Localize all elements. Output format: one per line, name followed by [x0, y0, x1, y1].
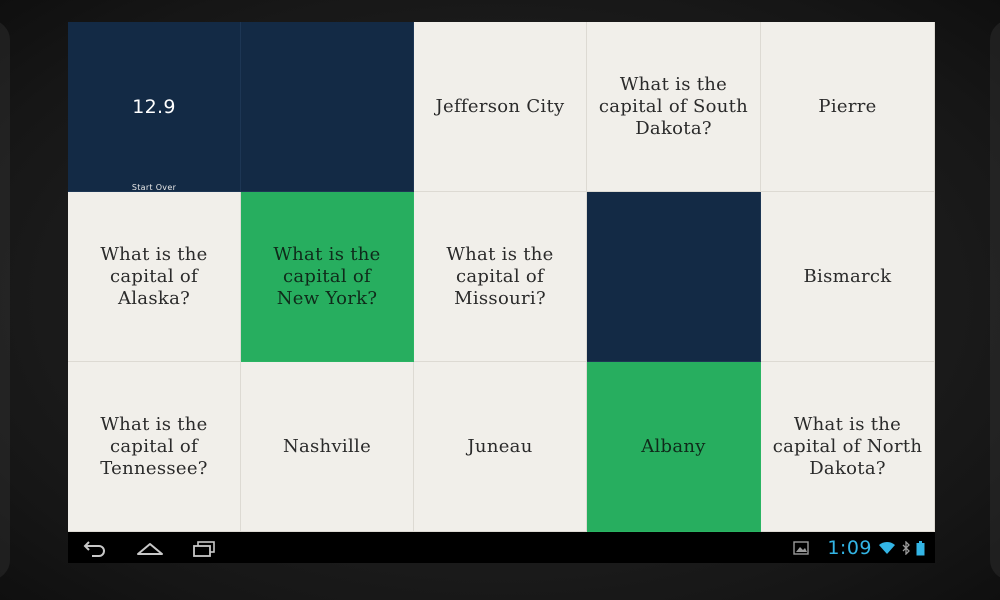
bezel-edge-left	[0, 20, 10, 580]
bezel-edge-right	[990, 20, 1000, 580]
tile-answer-bismarck[interactable]: Bismarck	[761, 192, 935, 362]
tile-question-south-dakota[interactable]: What is the capital of South Dakota?	[587, 22, 761, 192]
bluetooth-icon	[902, 541, 910, 555]
quiz-grid: 12.9 Start Over Jefferson City What is t…	[68, 22, 935, 532]
tile-question-missouri[interactable]: What is the capital of Missouri?	[414, 192, 587, 362]
wifi-icon	[879, 541, 895, 554]
tile-label: Juneau	[467, 435, 533, 457]
status-clock: 1:09	[827, 537, 872, 559]
tile-question-new-york-selected[interactable]: What is the capital of New York?	[241, 192, 414, 362]
back-icon[interactable]	[82, 538, 108, 558]
tile-answer-albany-selected[interactable]: Albany	[587, 362, 761, 532]
tile-label: What is the capital of North Dakota?	[772, 413, 923, 479]
start-over-button[interactable]: Start Over	[131, 183, 177, 192]
recent-apps-icon[interactable]	[192, 538, 218, 558]
tile-answer-jefferson-city[interactable]: Jefferson City	[414, 22, 587, 192]
tablet-screen: 12.9 Start Over Jefferson City What is t…	[68, 22, 935, 563]
tile-matched-1[interactable]	[241, 22, 414, 192]
timer-tile: 12.9 Start Over	[68, 22, 241, 192]
battery-icon	[916, 540, 925, 555]
system-nav-bar: 1:09	[68, 532, 935, 563]
tile-label: Jefferson City	[435, 95, 565, 117]
tile-label: What is the capital of Tennessee?	[100, 413, 208, 479]
tile-label: Nashville	[282, 435, 372, 457]
tile-matched-2[interactable]	[587, 192, 761, 362]
tile-question-north-dakota[interactable]: What is the capital of North Dakota?	[761, 362, 935, 532]
tile-question-tennessee[interactable]: What is the capital of Tennessee?	[68, 362, 241, 532]
tile-answer-nashville[interactable]: Nashville	[241, 362, 414, 532]
tile-label: What is the capital of New York?	[273, 243, 381, 309]
home-icon[interactable]	[136, 538, 164, 558]
tile-question-alaska[interactable]: What is the capital of Alaska?	[68, 192, 241, 362]
tile-label: Pierre	[818, 95, 877, 117]
tile-label: Bismarck	[803, 265, 892, 287]
status-area: 1:09	[793, 536, 925, 560]
timer-value: 12.9	[132, 96, 176, 118]
gallery-notification-icon[interactable]	[793, 541, 810, 555]
tile-label: What is the capital of Alaska?	[100, 243, 208, 309]
tile-answer-juneau[interactable]: Juneau	[414, 362, 587, 532]
tile-label: What is the capital of South Dakota?	[598, 73, 749, 139]
tile-label: What is the capital of Missouri?	[446, 243, 554, 309]
tile-label: Albany	[641, 435, 706, 457]
tile-answer-pierre[interactable]: Pierre	[761, 22, 935, 192]
